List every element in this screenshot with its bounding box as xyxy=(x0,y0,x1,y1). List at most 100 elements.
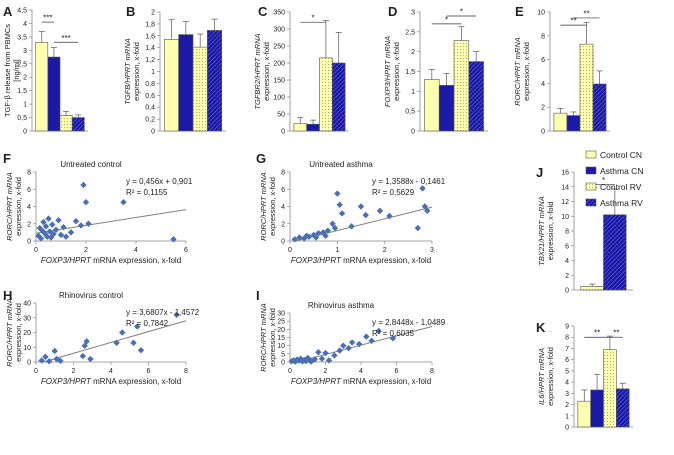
panel-c-letter: C xyxy=(258,4,268,19)
panel-b-y-tick-label: 2 xyxy=(151,10,155,17)
panel-f-data-point xyxy=(57,231,65,239)
panel-j-y-tick-label: 16 xyxy=(561,170,569,177)
panel-e-y-axis-label: RORC/HPRT mRNA xyxy=(513,37,522,106)
panel-g-y-tick-label: 0 xyxy=(281,239,285,246)
panel-h-data-point xyxy=(51,347,58,355)
panel-c-bar-asthma-rv xyxy=(332,62,346,132)
panel-b-y-tick-label: 0,8 xyxy=(145,81,155,88)
panel-i-y-tick-label: 10 xyxy=(277,343,285,350)
panel-c-y-tick-label: 250 xyxy=(273,44,285,51)
panel-g-y-axis-label: RORC/HPRT mRNA xyxy=(259,172,268,241)
panel-j-y-axis-label: expression, x-fold xyxy=(546,202,555,261)
panel-h-data-point xyxy=(113,339,120,347)
panel-c-significance-label: * xyxy=(312,14,315,23)
panel-k-y-tick-label: 8 xyxy=(565,335,569,342)
panel-k-bar-control-cn xyxy=(577,400,591,428)
panel-i-data-point xyxy=(363,333,370,340)
panel-i-y-axis-label: RORC/HPRT mRNA xyxy=(259,303,268,372)
panel-b-y-tick-label: 1,6 xyxy=(145,33,155,40)
panel-i-title: Rhinovirus asthma xyxy=(308,301,375,310)
panel-i-x-axis-label-gene: FOXP3/HPRT xyxy=(291,377,342,386)
panel-i-data-point xyxy=(389,335,397,342)
panel-g-x-axis-label-gene: FOXP3/HPRT xyxy=(291,256,342,265)
panel-a-y-tick-label: 1,5 xyxy=(17,88,27,95)
panel-k-y-axis-label: IL6/HPRT mRNA xyxy=(537,348,546,405)
panel-a-y-axis-label: TGF-β release from PBMCs xyxy=(3,24,12,117)
panel-a-bar-asthma-rv xyxy=(71,117,85,132)
panel-d-y-axis-label: expression, x-fold xyxy=(392,42,401,101)
panel-d-y-tick-label: 0,5 xyxy=(405,109,415,116)
panel-f-y-axis-label: expression, x-fold xyxy=(14,177,23,236)
panel-i-data-point xyxy=(322,349,329,357)
panel-c-y-tick-label: 350 xyxy=(273,10,285,17)
legend-swatch-asthma-cn xyxy=(585,166,597,175)
panel-e-y-tick-label: 4 xyxy=(541,81,545,88)
panel-i-x-axis-label: FOXP3/HPRT mRNA expression, x-fold xyxy=(291,377,431,386)
panel-c-bar-asthma-cn xyxy=(306,123,320,132)
panel-h-x-tick-label: 8 xyxy=(184,368,188,375)
panel-j-y-tick-label: 6 xyxy=(565,243,569,250)
panel-f-x-tick-label: 0 xyxy=(34,247,38,254)
panel-a-y-axis-label: [ng/ml] xyxy=(12,59,21,82)
panel-k-y-tick-label: 2 xyxy=(565,402,569,409)
panel-e-y-tick-label: 0 xyxy=(541,129,545,136)
panel-g-y-axis-label: expression, x-fold xyxy=(268,177,277,236)
panel-g-data-point xyxy=(324,227,332,234)
panel-d-y-tick-label: 2,5 xyxy=(405,29,415,36)
panel-i-equation: y = 2,8448x - 1,0489 xyxy=(372,318,446,327)
panel-g-data-point xyxy=(338,210,346,217)
panel-f-data-point xyxy=(50,230,57,238)
panel-i-data-point xyxy=(340,342,347,349)
panel-d-bar-asthma-rv xyxy=(468,61,484,132)
panel-g-data-point xyxy=(336,201,343,208)
panel-h-letter: H xyxy=(3,288,12,303)
panel-b-y-tick-label: 0 xyxy=(151,129,155,136)
panel-g-data-point xyxy=(424,207,431,215)
panel-c-bar-control-cn xyxy=(293,123,307,132)
panel-h-data-point xyxy=(87,355,94,363)
panel-h-y-axis-label: expression, x-fold xyxy=(14,303,23,362)
panel-g-y-tick-label: 4 xyxy=(281,204,285,211)
panel-h-x-axis-label-gene: FOXP3/HPRT xyxy=(41,377,92,386)
panel-g-data-point xyxy=(331,224,339,232)
panel-g-data-point xyxy=(421,203,429,210)
panel-f-data-point xyxy=(120,198,127,206)
panel-i-y-tick-label: 20 xyxy=(277,327,285,334)
panel-f-x-tick-label: 2 xyxy=(84,247,88,254)
panel-g-letter: G xyxy=(256,151,266,166)
panel-h-data-point xyxy=(79,352,87,360)
panel-g-data-point xyxy=(357,203,365,210)
panel-g-y-tick-label: 8 xyxy=(281,170,285,177)
panel-h-data-point xyxy=(45,358,53,365)
panel-i-r-squared: R² = 0,6035 xyxy=(372,329,415,338)
legend-swatch-control-cn xyxy=(585,150,597,159)
panel-b-y-tick-label: 1,8 xyxy=(145,21,155,28)
panel-d-bar-control-cn xyxy=(424,79,440,132)
panel-i-data-point xyxy=(375,327,382,335)
panel-f-y-tick-label: 4 xyxy=(27,204,31,211)
panel-j-y-tick-label: 14 xyxy=(561,184,569,191)
panel-g-x-tick-label: 1 xyxy=(335,247,339,254)
panel-f-letter: F xyxy=(3,151,11,166)
panel-b-y-tick-label: 1 xyxy=(151,69,155,76)
panel-h-data-point xyxy=(83,338,90,345)
panel-f-chart: F 0 2 4 6 8 0 2 4 6 Untreated control RORC/HPRT mRN… xyxy=(3,151,193,265)
panel-j-y-axis-label: TBX21/HPRT mRNA xyxy=(537,196,546,265)
panel-h-y-axis-label: RORC/HPRT mRNA xyxy=(5,298,14,367)
panel-e-significance-label: ** xyxy=(570,17,576,26)
panel-i-x-tick-label: 4 xyxy=(359,368,363,375)
panel-e-significance-label: ** xyxy=(583,9,589,18)
panel-h-equation: y = 3,6807x - 1,4572 xyxy=(126,308,200,317)
panel-e-y-axis-label: expression, x-fold xyxy=(522,42,531,101)
panel-f-title: Untreated control xyxy=(60,160,122,169)
panel-f-x-tick-label: 6 xyxy=(184,247,188,254)
panel-b-bar-control-rv xyxy=(192,46,208,132)
panel-i-y-tick-label: 5 xyxy=(281,351,285,358)
panel-i-data-point xyxy=(311,356,319,363)
panel-h-chart: H 0 10 20 30 40 0 2 4 6 8 Rhinovirus control RORC/HP… xyxy=(3,288,200,386)
panel-f-data-point xyxy=(42,223,50,230)
panel-f-data-point xyxy=(60,224,67,231)
panel-a-y-tick-label: 0,5 xyxy=(17,115,27,122)
panel-g-y-tick-label: 2 xyxy=(281,221,285,228)
